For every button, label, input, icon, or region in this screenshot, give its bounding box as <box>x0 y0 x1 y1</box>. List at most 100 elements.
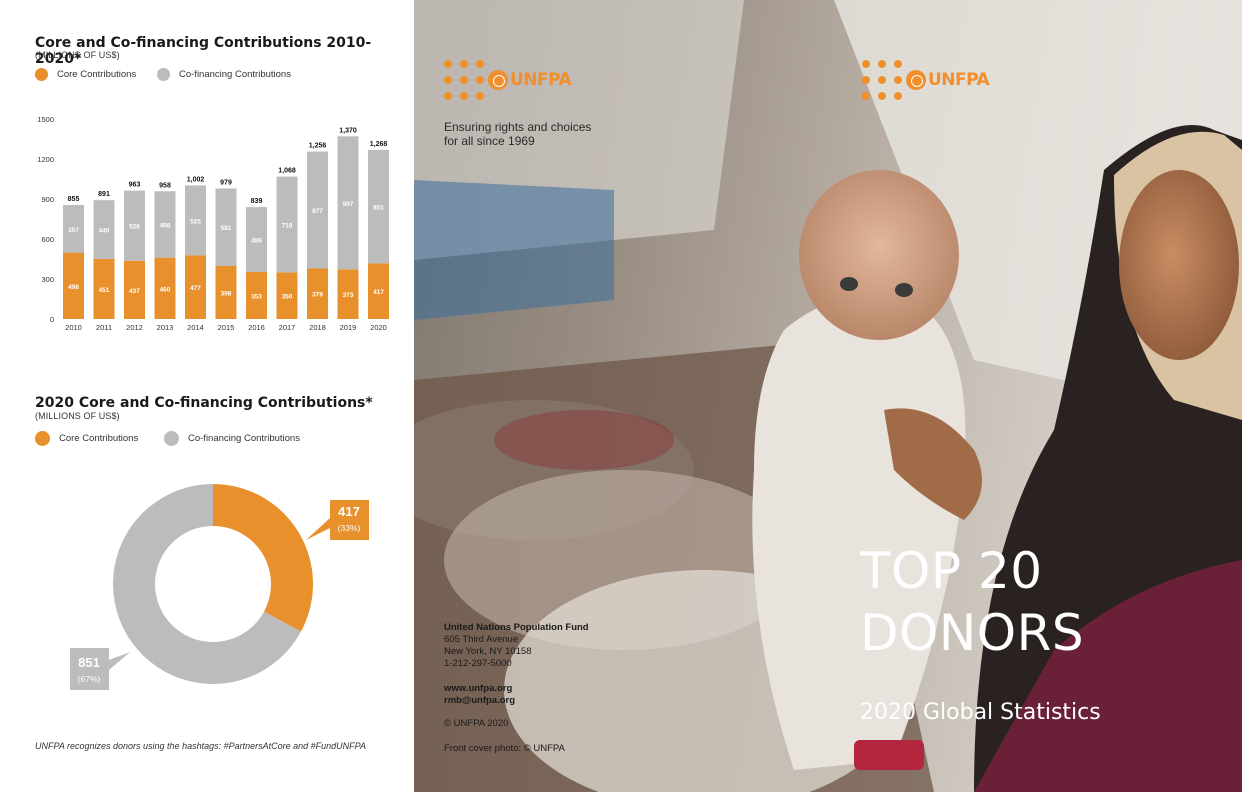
x-tick-label: 2020 <box>370 323 387 332</box>
donut-slice <box>113 484 301 684</box>
x-tick-label: 2010 <box>65 323 82 332</box>
core-value-label: 373 <box>343 292 354 299</box>
core-value-label: 398 <box>221 290 232 297</box>
core-value-label: 460 <box>160 286 171 293</box>
bar-core-2013 <box>154 257 176 319</box>
cover-title: TOP 20 DONORS <box>860 540 1084 664</box>
bar-legend-cofinancing: Co-financing Contributions <box>157 68 291 81</box>
bar-core-2017 <box>276 272 298 319</box>
legend-swatch-core <box>35 431 50 446</box>
cofinancing-value-label: 851 <box>373 205 384 212</box>
tagline: Ensuring rights and choices for all sinc… <box>444 120 591 148</box>
bar-core-2011 <box>93 258 115 319</box>
bar-cofinancing-2017 <box>276 176 298 273</box>
core-callout-value: 417 <box>338 504 360 519</box>
bar-cofinancing-2020 <box>368 149 389 264</box>
x-tick-label: 2012 <box>126 323 143 332</box>
x-tick-label: 2013 <box>157 323 174 332</box>
donut-legend-cofinancing: Co-financing Contributions <box>164 431 300 446</box>
total-value-label: 1,068 <box>278 168 296 175</box>
bar-core-2014 <box>185 255 206 319</box>
tagline-line-2: for all since 1969 <box>444 134 535 148</box>
statistics-panel: Core and Co-financing Contributions 2010… <box>0 0 414 792</box>
core-callout-percent: (33%) <box>338 523 361 533</box>
total-value-label: 963 <box>129 182 141 189</box>
cofinancing-callout-percent: (67%) <box>78 674 101 684</box>
bar-cofinancing-2012 <box>124 190 145 261</box>
donut-slice <box>213 484 313 632</box>
donut-legend-core: Core Contributions <box>35 431 138 446</box>
donut-chart-subtitle: (MILLIONS OF US$) <box>35 411 120 421</box>
x-tick-label: 2017 <box>279 323 296 332</box>
cofinancing-value-label: 877 <box>312 208 323 215</box>
email-link[interactable]: rmb@unfpa.org <box>444 695 516 706</box>
hashtag-footnote: UNFPA recognizes donors using the hashta… <box>35 741 367 751</box>
cofinancing-value-label: 525 <box>190 218 201 225</box>
core-value-label: 451 <box>99 287 110 294</box>
total-value-label: 891 <box>98 191 110 198</box>
legend-swatch-core <box>35 68 48 81</box>
logo-dots-icon <box>444 60 484 100</box>
contact-links: www.unfpa.org rmb@unfpa.org <box>444 683 515 707</box>
total-value-label: 958 <box>159 182 171 189</box>
website-link[interactable]: www.unfpa.org <box>444 683 513 694</box>
core-value-label: 353 <box>251 293 262 300</box>
total-value-label: 1,002 <box>187 176 205 183</box>
legend-label-core: Core Contributions <box>57 69 137 80</box>
bar-cofinancing-2013 <box>154 191 176 258</box>
donut-chart-title: 2020 Core and Co-financing Contributions… <box>35 395 373 411</box>
city-address: New York, NY 10158 <box>444 646 532 657</box>
cofinancing-value-label: 486 <box>251 238 262 245</box>
x-tick-label: 2014 <box>187 323 204 332</box>
legend-label-cofinancing: Co-financing Contributions <box>179 69 291 80</box>
bar-core-2010 <box>63 252 84 319</box>
core-value-label: 417 <box>373 289 384 296</box>
core-value-label: 379 <box>312 292 323 299</box>
logo-wordmark: UNFPA <box>928 70 990 90</box>
bar-core-2018 <box>307 268 328 319</box>
total-value-label: 1,268 <box>370 141 388 148</box>
cofinancing-callout-box <box>70 648 130 690</box>
total-value-label: 855 <box>68 196 80 203</box>
total-value-label: 839 <box>251 198 263 205</box>
logo-wordmark: UNFPA <box>510 70 572 90</box>
core-value-label: 498 <box>68 284 79 291</box>
bar-core-2015 <box>215 265 237 319</box>
cover-title-line-2: DONORS <box>860 604 1085 662</box>
x-tick-label: 2019 <box>340 323 357 332</box>
phone-number: 1-212-297-5000 <box>444 658 512 669</box>
cofinancing-value-label: 997 <box>343 201 354 208</box>
unfpa-logo-left: UNFPA <box>444 60 572 100</box>
total-value-label: 979 <box>220 179 232 186</box>
bar-cofinancing-2014 <box>185 185 206 256</box>
un-globe-icon <box>488 70 508 90</box>
x-tick-label: 2018 <box>309 323 326 332</box>
core-value-label: 350 <box>282 294 293 301</box>
bar-legend-core: Core Contributions <box>35 68 136 81</box>
bar-chart-subtitle: (MILLIONS OF US$) <box>35 50 120 60</box>
x-tick-label: 2015 <box>218 323 235 332</box>
cofinancing-value-label: 440 <box>99 228 110 235</box>
y-tick-label: 1500 <box>37 115 54 124</box>
bar-cofinancing-2019 <box>337 136 359 270</box>
cofinancing-value-label: 357 <box>68 227 79 234</box>
address-block: United Nations Population Fund 605 Third… <box>444 622 589 670</box>
logo-dots-icon <box>862 60 902 100</box>
core-value-label: 477 <box>190 285 201 292</box>
bar-core-2016 <box>246 271 267 319</box>
legend-swatch-cofinancing <box>157 68 170 81</box>
donut-chart: 417 (33%) 851 (67%) <box>70 484 369 690</box>
y-tick-label: 0 <box>50 315 54 324</box>
street-address: 605 Third Avenue <box>444 634 519 645</box>
y-tick-label: 1200 <box>37 155 54 164</box>
cover-title-line-1: TOP 20 <box>860 542 1043 600</box>
bar-cofinancing-2016 <box>246 207 267 272</box>
bar-core-2019 <box>337 269 359 319</box>
core-value-label: 437 <box>129 288 140 295</box>
cover-subtitle: 2020 Global Statistics <box>860 700 1101 725</box>
photo-credit: Front cover photo: © UNFPA <box>444 743 565 754</box>
bar-core-2012 <box>124 260 145 319</box>
y-tick-label: 600 <box>41 235 54 244</box>
bar-core-2020 <box>368 263 389 319</box>
y-tick-label: 900 <box>41 195 54 204</box>
